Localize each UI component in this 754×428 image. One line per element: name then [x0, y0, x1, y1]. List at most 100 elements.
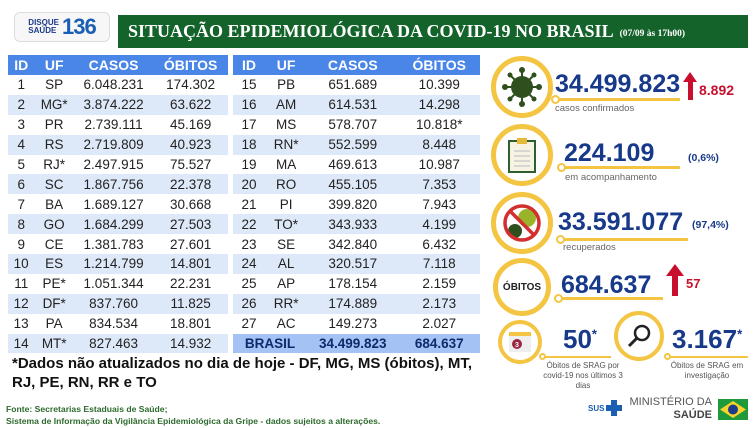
cell: MA [275, 157, 297, 172]
ministry-line1: MINISTÉRIO DA [629, 396, 712, 408]
sus-cross-icon [606, 400, 623, 416]
cell: 651.689 [328, 77, 378, 93]
table-row: 1 SP 6.048.231 174.302 [8, 75, 228, 95]
divider-dot [554, 294, 563, 303]
cell: 2.173 [398, 293, 480, 314]
divider-dot [539, 353, 546, 360]
cell: 22.231 [169, 276, 212, 292]
cell: 22 [233, 214, 266, 235]
cell: AC [276, 316, 296, 332]
table-row: 9 CE 1.381.783 27.601 [8, 234, 228, 254]
cell: 2.497.915 [83, 157, 144, 172]
confirmed-value: 34.499.823 [555, 70, 681, 98]
monitoring-label: em acompanhamento [565, 172, 657, 183]
cell: SE [277, 236, 296, 252]
cell: 6 [8, 174, 35, 195]
cell: 23 [241, 236, 257, 252]
cell: 16 [233, 94, 266, 115]
total-row: BRASIL 34.499.823 684.637 [233, 333, 480, 354]
magnifier-icon [627, 324, 651, 348]
cell: 1.867.756 [73, 174, 154, 195]
cell: CE [44, 236, 64, 252]
cell: 14.801 [153, 254, 228, 274]
column-header: ID [233, 55, 266, 75]
divider-dot [556, 235, 565, 244]
cell: 614.531 [307, 94, 399, 115]
deaths-delta: 57 [686, 276, 701, 291]
srag-inv-circle [614, 311, 664, 361]
cell: 24 [233, 254, 266, 274]
divider-dot [664, 353, 671, 360]
table-row: 18 RN* 552.599 8.448 [233, 134, 480, 155]
cell: 4.199 [398, 214, 480, 235]
deaths-value: 684.637 [561, 271, 652, 299]
cell: TO* [265, 214, 308, 235]
srag-inv-label: Óbitos de SRAG em investigação [670, 361, 744, 380]
monitoring-circle [491, 124, 553, 186]
cell: 10.818* [415, 117, 463, 133]
cell: 7.943 [422, 196, 457, 212]
cell: 827.463 [73, 333, 154, 354]
cell: 14.932 [153, 333, 228, 354]
cell: PA [45, 316, 63, 332]
footnote: *Dados não atualizados no dia de hoje - … [12, 355, 473, 391]
divider [560, 238, 688, 241]
table-row: 23 SE 342.840 6.432 [233, 234, 480, 254]
cell: 1 [17, 77, 25, 93]
brazil-flag-icon [718, 399, 748, 420]
cell: 834.534 [89, 316, 138, 332]
source-line1: Fonte: Secretarias Estaduais de Saúde; [6, 404, 168, 414]
cell: 1.684.299 [73, 214, 154, 235]
divider [555, 98, 680, 101]
cell: 149.273 [328, 316, 378, 332]
cell: RR* [265, 293, 308, 314]
cell: 1.689.127 [83, 196, 144, 212]
cell: 40.923 [153, 134, 228, 155]
cell: PB [277, 77, 296, 93]
cell: RJ* [43, 157, 66, 172]
confirmed-delta: 8.892 [699, 82, 735, 98]
confirmed-circle [491, 56, 553, 118]
srag-inv-number: 3.167 [672, 324, 738, 354]
cell: AL [265, 254, 308, 274]
table-row: 15 PB 651.689 10.399 [233, 75, 480, 95]
cell: 4 [8, 134, 35, 155]
cell: 469.613 [328, 157, 378, 172]
logo-line2: SAÚDE [28, 26, 57, 35]
deaths-circle: ÓBITOS [493, 258, 551, 316]
cell: 75.527 [169, 157, 212, 172]
cell: MG* [34, 94, 74, 115]
recovered-value: 33.591.077 [558, 208, 684, 236]
logo-number: 136 [61, 14, 97, 39]
divider [543, 356, 611, 358]
cell: 6.432 [422, 236, 457, 252]
recovered-circle [491, 192, 553, 254]
table-row: 5 RJ* 2.497.915 75.527 [8, 155, 228, 175]
clipboard-icon [508, 138, 536, 173]
cell: 7.118 [398, 254, 480, 274]
total-casos: 34.499.823 [307, 333, 399, 354]
cell: PI [279, 196, 293, 212]
cell: 342.840 [328, 236, 378, 252]
table-row: 4 RS 2.719.809 40.923 [8, 134, 228, 155]
srag-inv-value: 3.167* [672, 324, 742, 355]
cell: 27.503 [153, 214, 228, 235]
cell: 1.051.344 [83, 276, 144, 292]
cell: 320.517 [307, 254, 399, 274]
table-row: 10 ES 1.214.799 14.801 [8, 254, 228, 274]
table-row: 17 MS 578.707 10.818* [233, 115, 480, 135]
table-row: 22 TO* 343.933 4.199 [233, 214, 480, 235]
srag3-number: 50 [563, 324, 592, 354]
cell: 2.739.111 [84, 117, 143, 133]
cell: 14.298 [398, 94, 480, 115]
divider [668, 356, 748, 358]
table-row: 13 PA 834.534 18.801 [8, 314, 228, 334]
srag3-value: 50* [563, 324, 597, 355]
disque-saude-logo: DISQUE SAÚDE 136 [14, 12, 110, 42]
cell: 63.622 [153, 94, 228, 115]
column-header: ID [8, 55, 35, 75]
table-header: ID UF CASOS ÓBITOS [233, 55, 480, 75]
cell: 174.889 [307, 293, 399, 314]
column-header: CASOS [307, 55, 399, 75]
cell: RS [34, 134, 74, 155]
